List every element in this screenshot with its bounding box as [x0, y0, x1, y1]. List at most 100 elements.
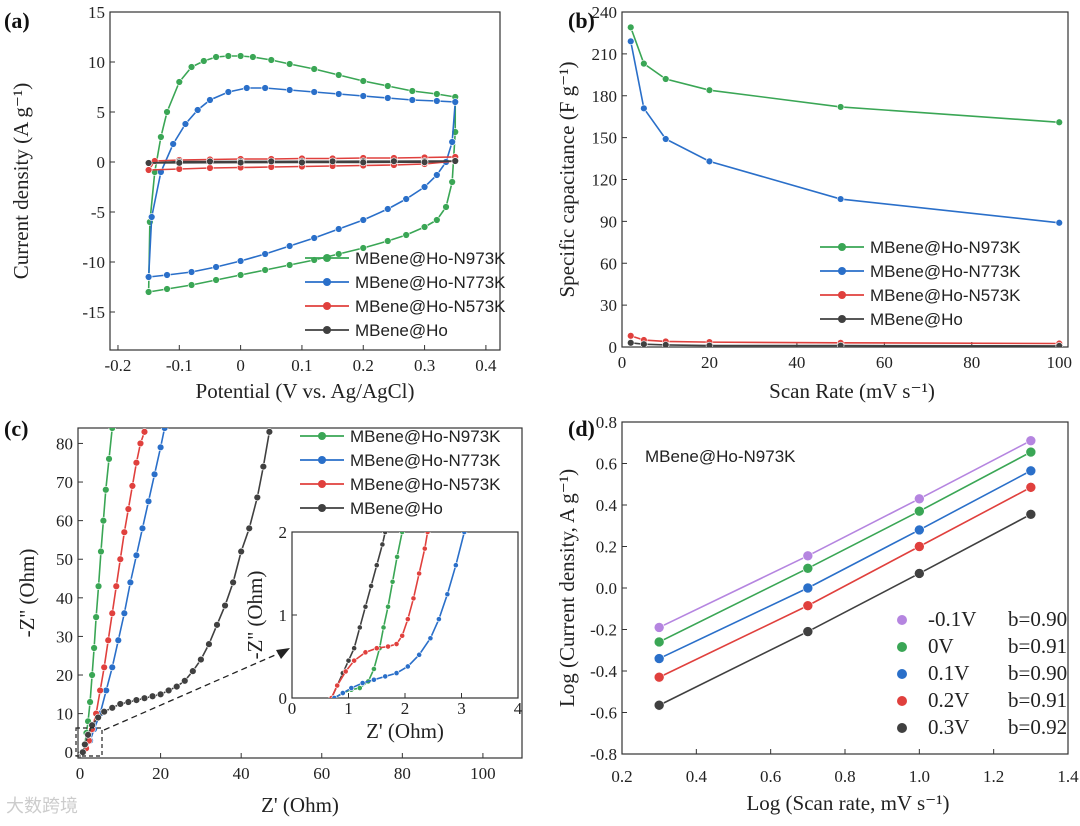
legend-label: MBene@Ho	[350, 499, 443, 518]
data-point	[163, 285, 171, 293]
data-point	[339, 690, 346, 696]
data-point	[120, 528, 129, 536]
x-tick-label: 0.8	[834, 767, 855, 786]
data-point	[368, 583, 374, 589]
data-point	[435, 616, 442, 623]
data-point	[187, 268, 196, 276]
legend-b-value: b=0.90	[1008, 607, 1067, 631]
data-point	[144, 497, 153, 506]
data-point	[84, 731, 92, 739]
y-tick-label: 70	[56, 473, 73, 492]
legend-label: MBene@Ho-N773K	[350, 451, 501, 470]
data-point	[385, 603, 391, 610]
data-point	[802, 626, 814, 637]
legend-entry: 0.2V b=0.91	[897, 688, 1067, 712]
panel-label: (b)	[568, 8, 595, 33]
legend-marker	[838, 315, 846, 323]
data-point	[640, 104, 648, 113]
data-point	[173, 682, 181, 691]
legend-label: MBene@Ho-N973K	[350, 427, 501, 446]
x-tick-label: 0.2	[353, 356, 374, 375]
y-tick-label: 10	[88, 53, 105, 72]
data-point	[705, 341, 714, 347]
series-line	[658, 486, 1032, 678]
data-point	[384, 237, 392, 245]
data-point	[1025, 465, 1037, 477]
data-point	[108, 704, 116, 712]
y-tick-label: 180	[592, 87, 618, 106]
data-point	[802, 550, 814, 562]
x-tick-label: 100	[470, 764, 496, 783]
data-point	[335, 225, 343, 233]
data-point	[461, 532, 468, 535]
legend-entry: MBene@Ho	[300, 499, 443, 518]
series-group	[79, 428, 274, 756]
panel-a: -0.2 -0.1 0 0.1 0.2 0.3 0.4 -15 -10 -5 0 5 10 15 Poten…	[4, 3, 506, 403]
data-point	[124, 505, 133, 513]
series-group	[328, 532, 468, 698]
data-point	[399, 532, 406, 535]
data-point	[914, 505, 925, 517]
data-point	[229, 578, 237, 587]
data-point	[393, 670, 400, 676]
x-axis-title: Potential (V vs. Ag/AgCl)	[196, 379, 415, 403]
x-axis-title: Log (Scan rate, mV s⁻¹)	[746, 791, 949, 815]
data-point	[356, 624, 363, 631]
data-point	[206, 164, 214, 172]
plot-frame	[291, 531, 519, 699]
x-tick-label: 0	[76, 764, 85, 783]
data-point	[410, 595, 417, 602]
legend-entry: 0.3V b=0.92	[897, 715, 1067, 739]
data-point	[705, 86, 714, 94]
legend-entry: MBene@Ho-N973K	[300, 427, 501, 446]
panel-label: (a)	[4, 8, 30, 33]
legend-label: -0.1V	[928, 607, 976, 631]
series-line	[658, 513, 1032, 706]
data-point	[416, 570, 423, 577]
legend-label: MBene@Ho-N973K	[870, 238, 1021, 257]
data-point	[420, 183, 429, 191]
data-point	[187, 63, 196, 71]
legend-label: 0.1V	[928, 661, 969, 685]
series-group	[144, 52, 459, 296]
y-tick-label: -10	[82, 253, 105, 272]
legend-label: MBene@Ho-N573K	[350, 475, 501, 494]
data-point	[200, 57, 208, 65]
series-line	[658, 451, 1032, 643]
data-point	[213, 621, 221, 629]
data-point	[144, 159, 153, 167]
data-point	[424, 532, 431, 535]
data-point	[335, 90, 343, 98]
legend-marker	[838, 267, 846, 275]
data-point	[380, 624, 387, 631]
y-tick-label: 120	[592, 171, 618, 190]
plot-frame	[621, 11, 1069, 348]
data-point	[335, 250, 343, 258]
data-point	[116, 555, 125, 563]
data-point	[267, 56, 275, 64]
data-point	[310, 234, 318, 242]
data-point	[385, 643, 391, 650]
data-point	[371, 666, 377, 672]
data-point	[259, 462, 268, 471]
data-point	[205, 640, 213, 648]
legend-marker	[897, 669, 907, 679]
data-point	[156, 443, 165, 451]
data-point	[914, 493, 925, 505]
legend-label: MBene@Ho	[355, 321, 448, 340]
x-tick-label: 4	[514, 699, 523, 718]
data-point	[97, 547, 105, 556]
x-tick-label: 0	[236, 356, 245, 375]
data-point	[150, 470, 159, 479]
data-point	[362, 603, 369, 610]
data-point	[144, 166, 153, 174]
legend-marker	[838, 291, 846, 299]
data-point	[836, 341, 845, 347]
legend-label: 0.2V	[928, 688, 969, 712]
data-point	[136, 439, 145, 448]
data-point	[261, 84, 269, 92]
x-axis-title: Z' (Ohm)	[261, 793, 339, 817]
data-point	[836, 103, 845, 111]
y-tick-label: 0	[609, 338, 618, 357]
data-point	[444, 591, 451, 598]
